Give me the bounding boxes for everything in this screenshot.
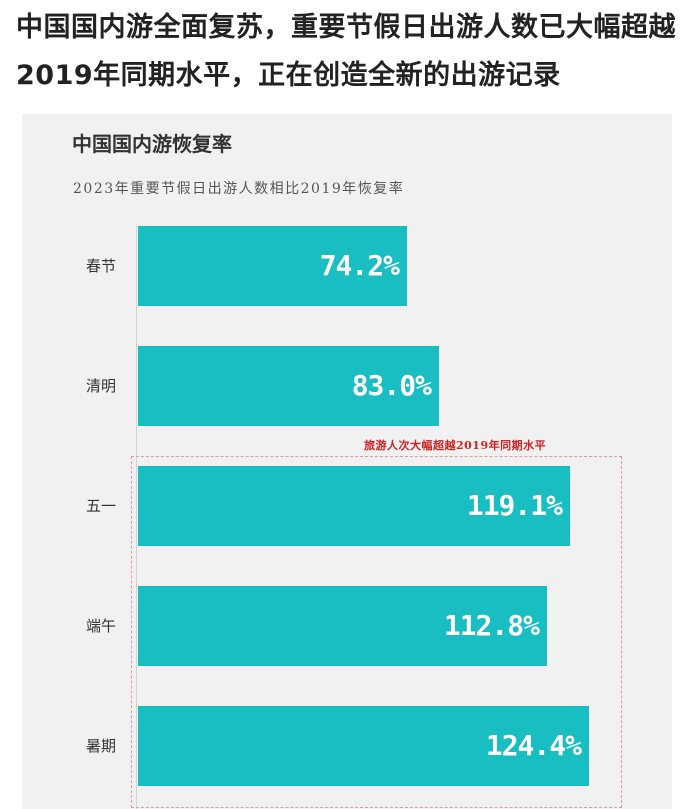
bar-value-label: 74.2% xyxy=(319,249,400,282)
category-label: 清明 xyxy=(85,377,116,395)
page-headline: 中国国内游全面复苏，重要节假日出游人数已大幅超越2019年同期水平，正在创造全新… xyxy=(16,12,676,91)
category-label: 端午 xyxy=(85,617,116,635)
highlight-box xyxy=(131,456,622,808)
bar: 83.0% xyxy=(138,346,439,426)
bar-value-label: 112.8% xyxy=(443,609,540,642)
bar: 119.1% xyxy=(138,466,570,546)
category-label: 春节 xyxy=(85,257,116,275)
bar: 74.2% xyxy=(138,226,407,306)
bar: 112.8% xyxy=(138,586,547,666)
category-label: 暑期 xyxy=(85,737,116,755)
bar-value-label: 124.4% xyxy=(485,729,582,762)
bar-value-label: 83.0% xyxy=(351,369,432,402)
chart-annotation: 旅游人次大幅超越2019年同期水平 xyxy=(364,439,547,452)
bar: 124.4% xyxy=(138,706,589,786)
bar-value-label: 119.1% xyxy=(466,489,563,522)
chart-subtitle: 2023年重要节假日出游人数相比2019年恢复率 xyxy=(73,181,405,197)
category-label: 五一 xyxy=(85,497,116,515)
chart-title: 中国国内游恢复率 xyxy=(72,132,232,156)
category-axis-line xyxy=(136,226,137,809)
